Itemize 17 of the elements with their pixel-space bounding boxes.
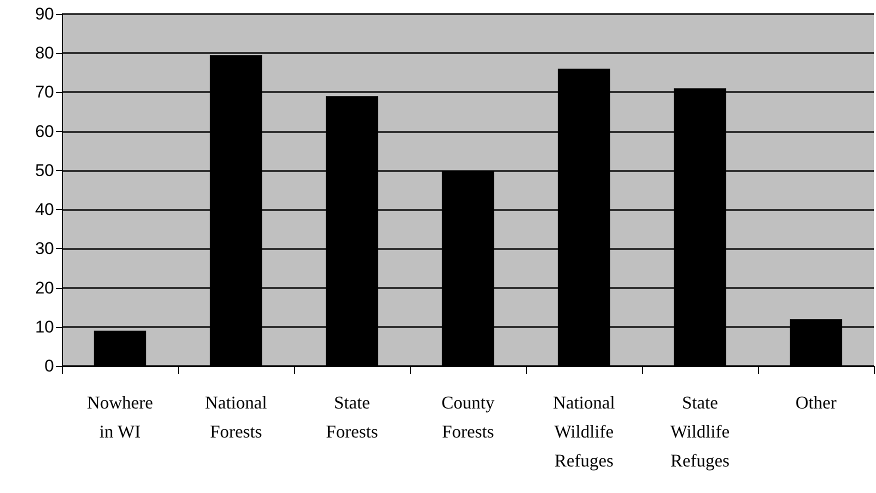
x-tick-label: State Wildlife Refuges [670, 392, 730, 470]
y-tick-label: 80 [35, 44, 54, 63]
y-tick-label: 90 [35, 4, 54, 24]
y-tick-label: 50 [35, 160, 54, 180]
y-tick-label: 10 [35, 317, 54, 336]
y-tick-label: 0 [44, 356, 54, 376]
x-tick-label: National Wildlife Refuges [553, 392, 615, 470]
y-tick-label: 60 [35, 122, 54, 141]
y-tick-label: 70 [35, 82, 54, 102]
x-tick-label: Other [796, 392, 836, 412]
y-tick-label: 30 [35, 239, 54, 258]
x-tick-label: State Forests [326, 392, 378, 442]
x-tick-label: County Forests [441, 392, 495, 442]
y-tick-label: 20 [35, 278, 54, 298]
y-tick-label: 40 [35, 200, 54, 220]
x-tick-label: Nowhere in WI [87, 392, 153, 442]
x-tick-label: National Forests [205, 392, 267, 442]
